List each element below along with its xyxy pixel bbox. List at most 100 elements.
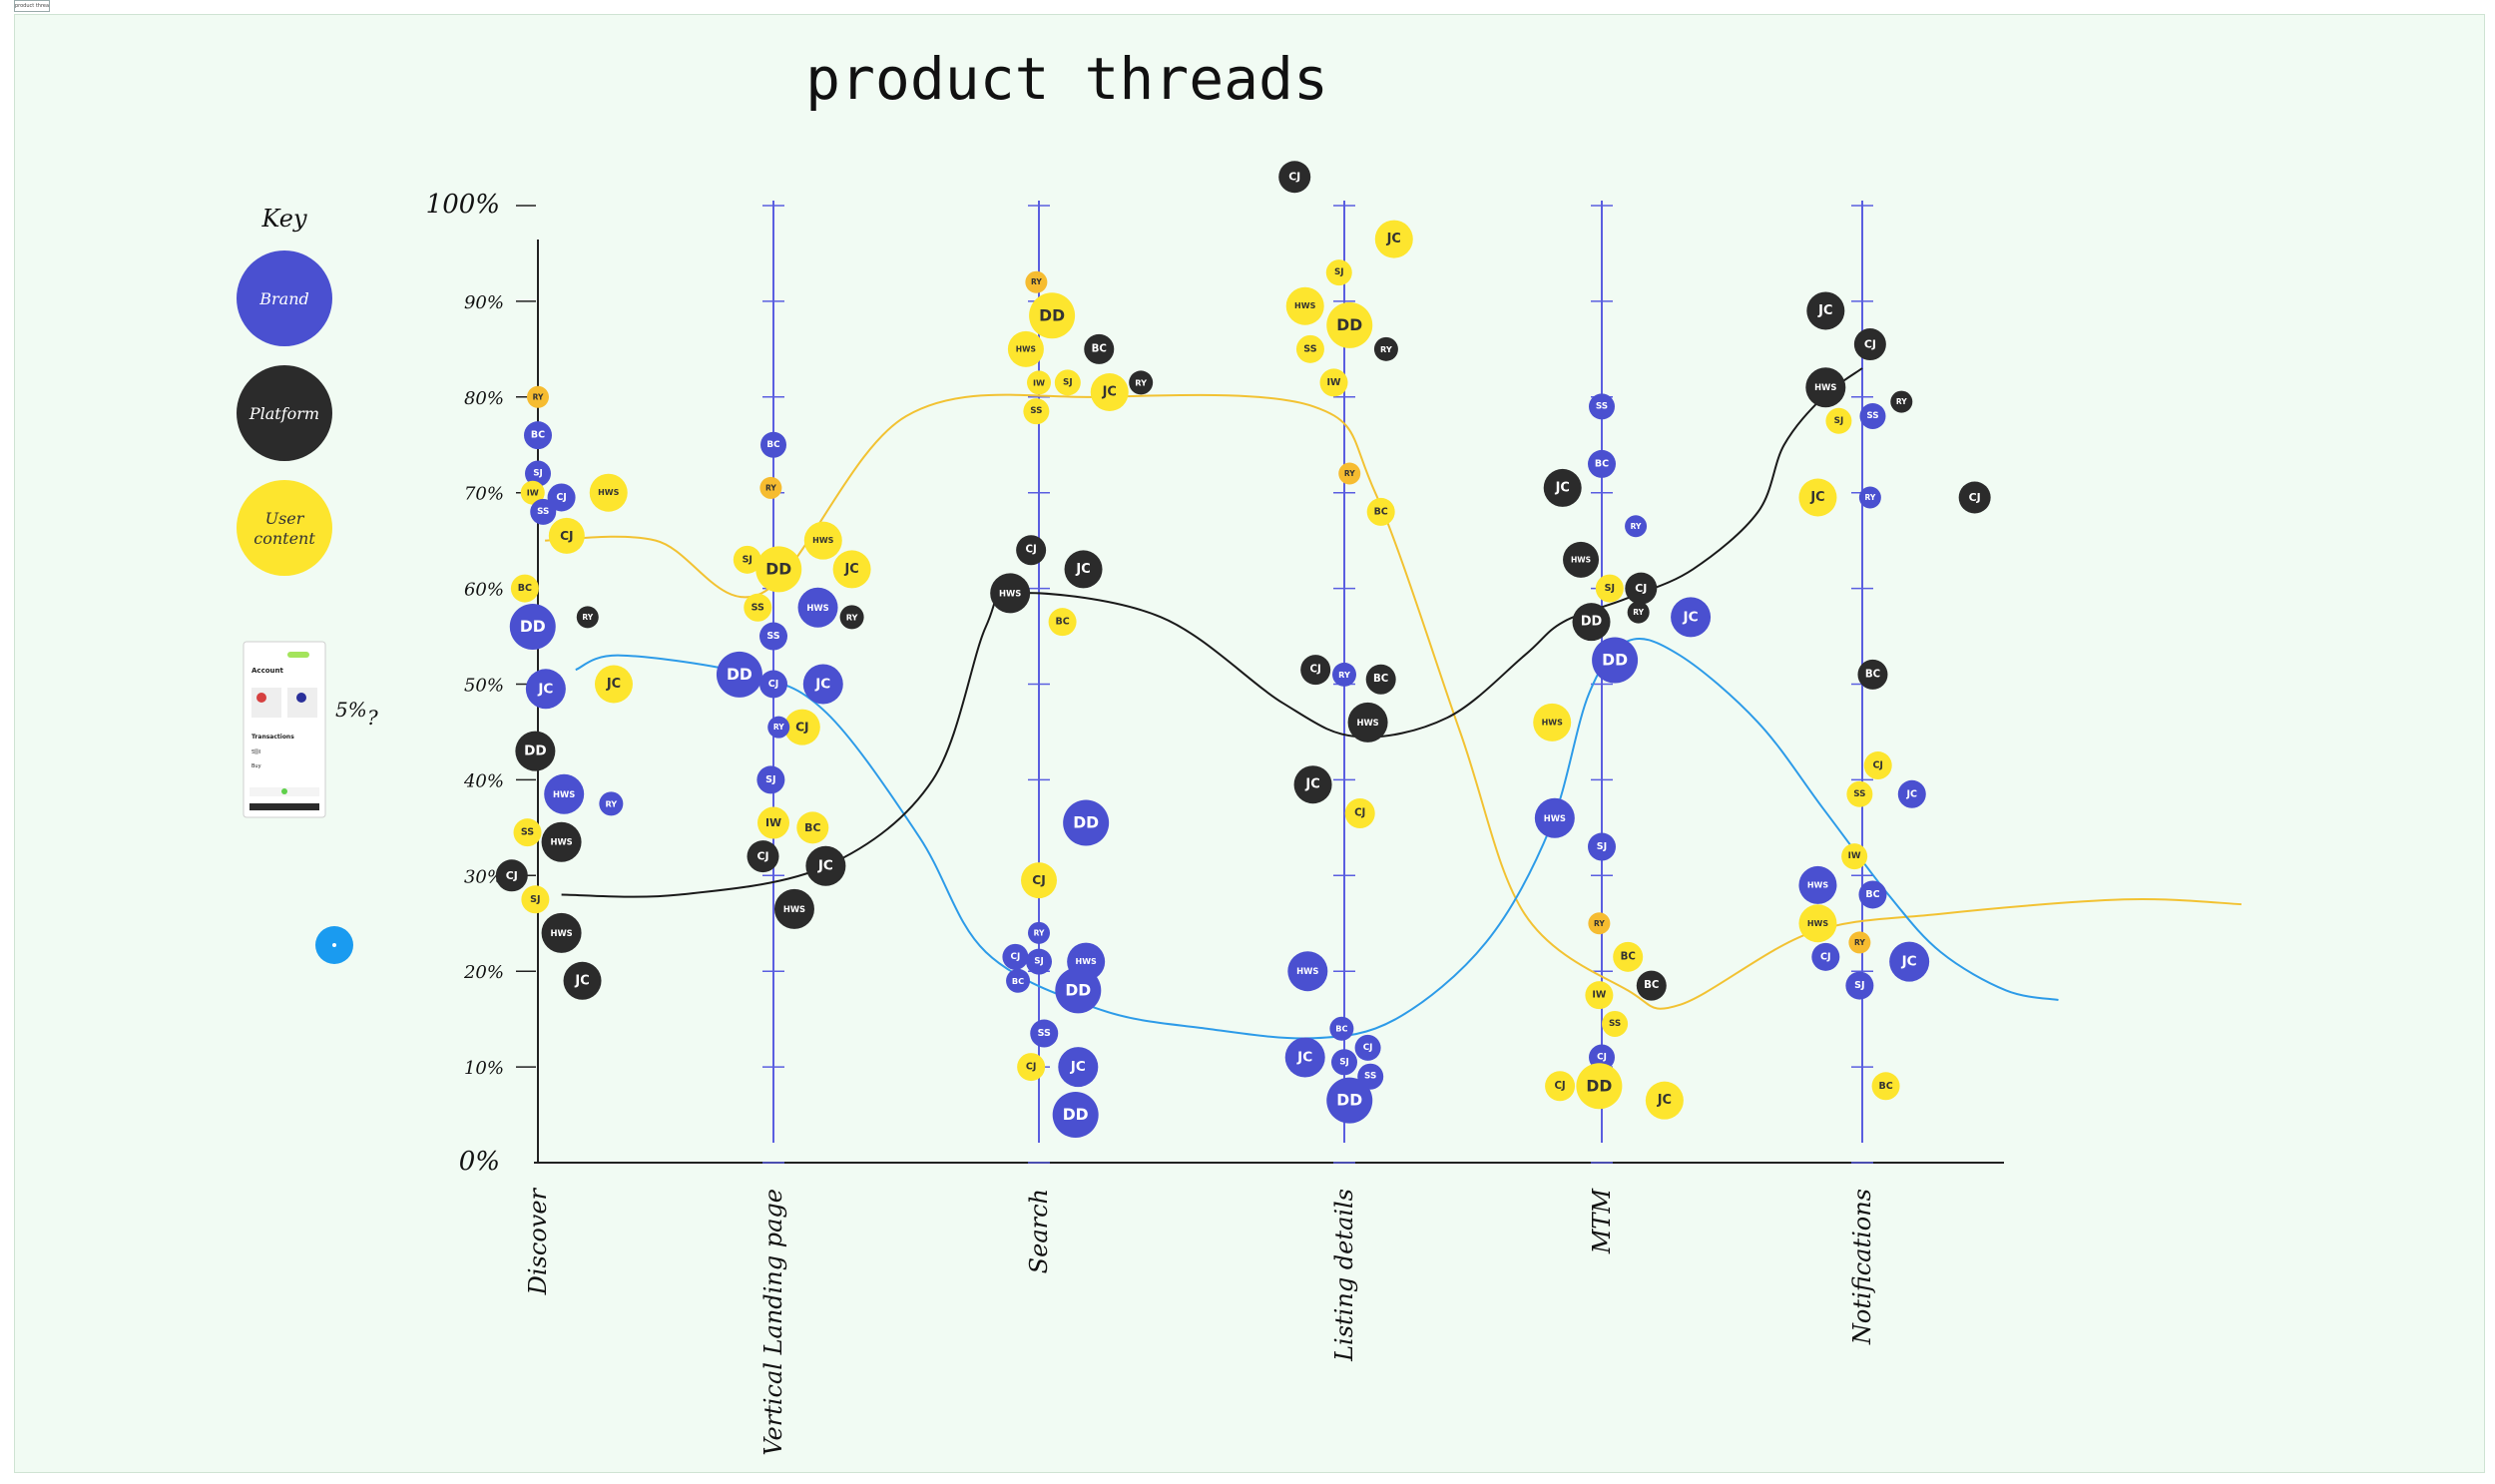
bubble-user[interactable]: CJ xyxy=(1545,1071,1576,1102)
bubble-brand[interactable]: JC xyxy=(525,669,566,710)
bubble-user[interactable]: IW xyxy=(757,806,789,839)
bubble-user[interactable]: CJ xyxy=(1344,797,1375,828)
bubble-user[interactable]: SS xyxy=(1846,780,1873,807)
bubble-brand[interactable]: SS xyxy=(1589,393,1615,420)
bubble-user[interactable]: HWS xyxy=(1798,904,1837,943)
bubble-brand[interactable]: DD xyxy=(509,603,556,650)
bubble-platform[interactable]: CJ xyxy=(1958,481,1991,514)
bubble-platform[interactable]: RY xyxy=(1890,390,1913,413)
bubble-user[interactable]: IW xyxy=(1841,843,1868,870)
bubble-user[interactable]: CJ xyxy=(1017,1053,1046,1082)
board-tab[interactable]: product threads xyxy=(14,0,50,12)
bubble-user[interactable]: DD xyxy=(755,546,802,593)
bubble-brand[interactable]: JC xyxy=(802,664,843,705)
bubble-platform[interactable]: RY xyxy=(839,605,864,630)
bubble-user[interactable]: DD xyxy=(1326,301,1373,348)
bubble-brand[interactable]: SS xyxy=(1030,1019,1059,1048)
bubble-platform[interactable]: CJ xyxy=(1853,328,1886,361)
bubble-user[interactable]: HWS xyxy=(1007,330,1044,367)
bubble-platform[interactable]: BC xyxy=(1365,664,1396,695)
bubble-platform[interactable]: HWS xyxy=(1347,702,1388,742)
bubble-brand[interactable]: RY xyxy=(767,716,790,739)
bubble-platform[interactable]: RY xyxy=(1627,601,1650,624)
bubble-brand[interactable]: CJ xyxy=(759,670,787,699)
bubble-platform[interactable]: RY xyxy=(1373,336,1398,361)
bubble-platform[interactable]: DD xyxy=(1572,603,1611,642)
bubble-brand[interactable]: BC xyxy=(760,431,786,458)
bubble-brand[interactable]: HWS xyxy=(544,773,585,814)
bubble-user[interactable]: HWS xyxy=(1285,286,1324,325)
bubble-platform[interactable]: HWS xyxy=(990,573,1031,614)
bubble-brand[interactable]: RY xyxy=(599,791,624,816)
bubble-user[interactable]: SJ xyxy=(1595,574,1624,603)
bubble-user[interactable]: CJ xyxy=(1863,751,1892,780)
bubble-brand[interactable]: HWS xyxy=(1287,951,1328,992)
bubble-user_small[interactable]: RY xyxy=(759,476,782,499)
bubble-brand[interactable]: DD xyxy=(1326,1077,1373,1124)
bubble-user[interactable]: CJ xyxy=(1021,862,1057,899)
bubble-user[interactable]: SS xyxy=(1295,334,1324,363)
bubble-brand[interactable]: SJ xyxy=(1588,832,1616,861)
bubble-brand[interactable]: SJ xyxy=(525,460,551,487)
bubble-user[interactable]: SS xyxy=(1023,398,1050,425)
bubble-user[interactable]: JC xyxy=(832,550,871,589)
bubble-user_small[interactable]: RY xyxy=(1025,270,1048,293)
bubble-user[interactable]: JC xyxy=(1090,373,1129,412)
bubble-platform[interactable]: RY xyxy=(1129,370,1154,395)
bubble-platform[interactable]: JC xyxy=(1806,291,1845,330)
bubble-platform[interactable]: HWS xyxy=(541,821,582,862)
bubble-brand[interactable]: BC xyxy=(1006,968,1031,993)
bubble-platform[interactable]: JC xyxy=(1293,765,1332,804)
bubble-platform[interactable]: HWS xyxy=(1805,367,1846,408)
bubble-brand[interactable]: BC xyxy=(1329,1016,1354,1041)
bubble-platform[interactable]: JC xyxy=(563,961,602,1000)
bubble-user[interactable]: BC xyxy=(1048,608,1077,637)
bubble-user[interactable]: SS xyxy=(1602,1010,1629,1037)
phone-screenshot[interactable]: Account Transactions Sell Buy xyxy=(243,641,326,818)
bubble-user[interactable]: JC xyxy=(1645,1081,1684,1120)
bubble-user[interactable]: SJ xyxy=(1825,407,1852,434)
bubble-user[interactable]: JC xyxy=(1798,478,1837,517)
bubble-brand[interactable]: CJ xyxy=(1811,942,1840,971)
bubble-platform[interactable]: CJ xyxy=(495,859,528,892)
bubble-user[interactable]: HWS xyxy=(589,473,628,512)
bubble-platform[interactable]: HWS xyxy=(773,888,814,929)
bubble-user[interactable]: JC xyxy=(594,665,633,704)
bubble-brand[interactable]: SJ xyxy=(756,765,785,794)
bubble-brand[interactable]: JC xyxy=(1058,1047,1099,1088)
bubble-platform[interactable]: JC xyxy=(1543,468,1582,507)
bubble-platform[interactable]: CJ xyxy=(747,840,779,873)
bubble-brand[interactable]: DD xyxy=(1055,967,1102,1014)
bubble-platform[interactable]: CJ xyxy=(1016,535,1047,566)
bubble-brand[interactable]: DD xyxy=(1063,799,1110,846)
bubble-brand[interactable]: RY xyxy=(1028,921,1050,944)
bubble-user[interactable]: BC xyxy=(1871,1072,1900,1101)
bubble-brand[interactable]: SJ xyxy=(1026,948,1052,975)
bubble-brand[interactable]: BC xyxy=(524,421,552,450)
bubble-user[interactable]: BC xyxy=(796,811,829,844)
bubble-platform[interactable]: CJ xyxy=(1625,572,1658,605)
bubble-brand[interactable]: SS xyxy=(530,498,557,525)
bubble-brand[interactable]: CJ xyxy=(1002,943,1029,970)
bubble-brand[interactable]: CJ xyxy=(1354,1034,1381,1061)
bubble-user_small[interactable]: RY xyxy=(1338,462,1361,485)
bubble-user[interactable]: IW xyxy=(1319,368,1348,397)
bubble-user[interactable]: BC xyxy=(1366,497,1395,526)
bubble-brand[interactable]: JC xyxy=(1671,597,1712,638)
bubble-user[interactable]: DD xyxy=(1029,292,1076,339)
bubble-brand[interactable]: JC xyxy=(1284,1037,1325,1078)
bubble-brand[interactable]: BC xyxy=(1858,880,1887,909)
bubble-platform[interactable]: CJ xyxy=(1278,161,1311,194)
bubble-user[interactable]: SJ xyxy=(733,545,761,574)
bubble-user[interactable]: HWS xyxy=(803,521,842,560)
bubble-brand[interactable]: RY xyxy=(1625,515,1648,538)
bubble-brand[interactable]: HWS xyxy=(797,587,838,628)
bubble-brand[interactable]: SJ xyxy=(1331,1049,1357,1076)
bubble-platform[interactable]: HWS xyxy=(1563,541,1600,578)
bubble-user[interactable]: SJ xyxy=(1054,369,1081,396)
bubble-user[interactable]: SJ xyxy=(1325,259,1352,286)
bubble-user[interactable]: IW xyxy=(1585,981,1614,1010)
bubble-brand[interactable]: DD xyxy=(1052,1092,1099,1139)
bubble-brand[interactable]: DD xyxy=(1592,637,1639,684)
bubble-user_small[interactable]: RY xyxy=(527,385,549,408)
